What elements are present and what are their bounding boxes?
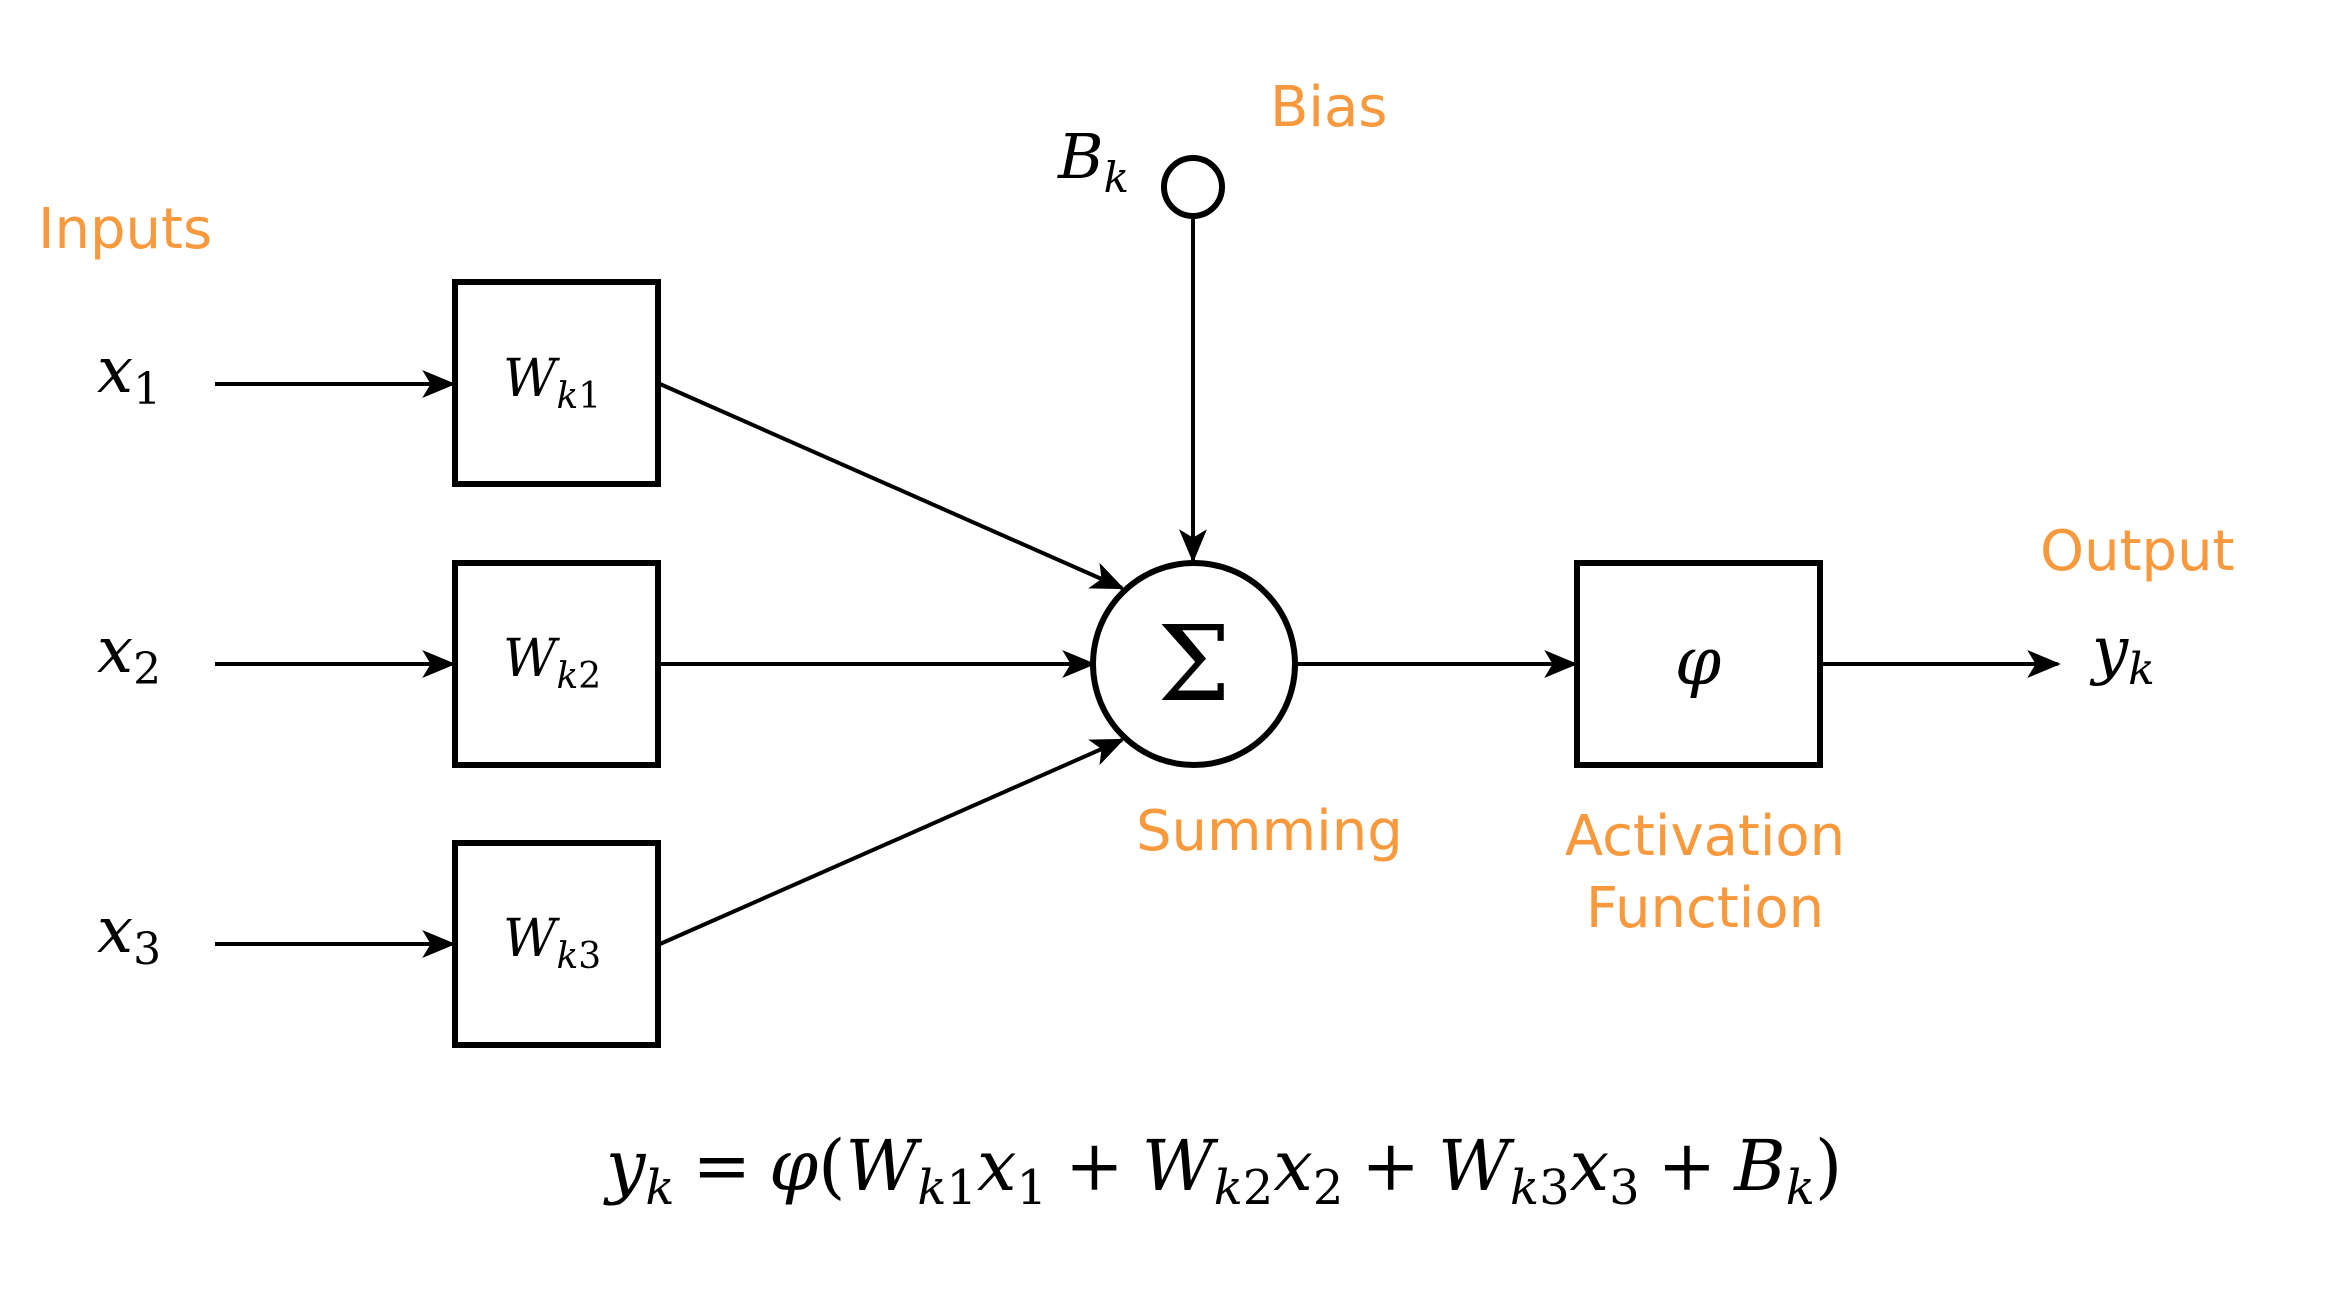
eq-plus-3: + [1658,1125,1717,1207]
activation-label-line2: Function [1586,876,1824,941]
eq-y-sub-k: k [645,1160,674,1216]
eq-w2-sub-k: k [1214,1160,1243,1216]
weight-wk1-symbol: W [503,349,560,409]
arrow-w3-to-sum [659,738,1125,946]
inputs-label: Inputs [38,197,212,262]
eq-x2-sub: 2 [1313,1160,1344,1216]
eq-b-sub-k: k [1786,1160,1815,1216]
eq-plus-2: + [1361,1125,1420,1207]
eq-x1: x [977,1125,1016,1207]
eq-w3-sub-index: 3 [1539,1160,1570,1216]
eq-b: B [1732,1125,1785,1207]
bias-symbol-b: B [1057,120,1104,193]
eq-x3-sub: 3 [1609,1160,1640,1216]
eq-phi: φ [769,1125,818,1207]
weight-wk1: Wk1 [503,349,601,417]
weight-wk2: Wk2 [503,629,601,697]
eq-x3: x [1570,1125,1609,1207]
bias-symbol-sub-k: k [1104,153,1129,202]
summing-label: Summing [1136,799,1403,864]
weight-wk3: Wk3 [503,909,601,977]
input-x1: x1 [97,334,161,415]
eq-equals: = [692,1125,751,1207]
eq-w1-sub-index: 1 [947,1160,978,1216]
eq-w1-sub-k: k [917,1160,946,1216]
input-x2-subscript: 2 [133,644,161,695]
neuron-equation: yk = φ(Wk1x1 + Wk2x2 + Wk3x3 + Bk) [603,1125,1842,1216]
output-yk: yk [2089,614,2155,695]
input-x2: x2 [97,614,161,695]
weight-wk3-sub-k: k [556,936,578,977]
activation-box [1574,560,1823,768]
eq-x1-sub: 1 [1017,1160,1048,1216]
eq-w2: W [1142,1125,1219,1207]
input-x3-subscript: 3 [133,924,161,975]
input-x3-symbol: x [97,894,133,968]
eq-w3: W [1438,1125,1515,1207]
eq-lparen: ( [818,1125,845,1207]
activation-label-line1: Activation [1565,804,1845,869]
eq-w3-sub-k: k [1510,1160,1539,1216]
weight-wk3-sub-index: 3 [578,936,601,977]
input-x3: x3 [97,894,161,975]
weight-wk3-symbol: W [503,909,560,969]
eq-w2-sub-index: 2 [1243,1160,1274,1216]
eq-rparen: ) [1815,1125,1842,1207]
arrow-w1-to-sum [659,382,1125,590]
output-yk-sub-k: k [2128,644,2155,695]
activation-symbol: φ [1675,623,1721,700]
weight-box-1 [452,279,661,487]
weight-wk2-symbol: W [503,629,560,689]
weight-box-3 [452,840,661,1048]
input-x2-symbol: x [97,614,133,688]
input-x1-symbol: x [97,334,133,408]
input-x1-subscript: 1 [133,364,161,415]
bias-node [1161,155,1225,219]
weight-wk1-sub-index: 1 [578,376,601,417]
weight-wk1-sub-k: k [556,376,578,417]
weight-wk2-sub-k: k [556,656,578,697]
bias-label: Bias [1270,75,1387,140]
eq-w1: W [845,1125,922,1207]
weight-wk2-sub-index: 2 [578,656,601,697]
weight-box-2 [452,560,661,768]
eq-plus-1: + [1065,1125,1124,1207]
bias-symbol: Bk [1057,120,1129,202]
output-yk-symbol: y [2089,614,2129,688]
output-label: Output [2040,519,2235,584]
summing-symbol: Σ [1157,603,1231,725]
eq-y: y [603,1125,647,1207]
eq-x2: x [1273,1125,1312,1207]
